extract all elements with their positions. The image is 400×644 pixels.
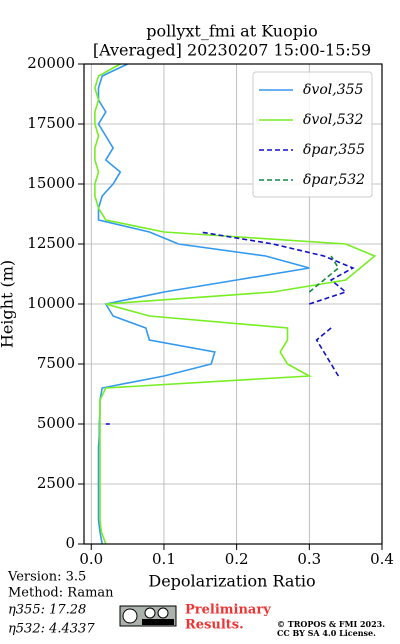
- y-tick-label: 20000: [27, 54, 75, 72]
- y-tick-label: 2500: [37, 474, 75, 492]
- legend-box: [252, 71, 373, 198]
- version: Version: 3.5: [7, 570, 86, 585]
- badge-icon: [122, 608, 138, 624]
- y-tick-label: 17500: [27, 114, 75, 132]
- y-tick-label: 15000: [27, 174, 75, 192]
- cc-badge: [119, 605, 177, 627]
- badge-icon: [144, 607, 156, 619]
- badge-icon: [157, 607, 169, 619]
- x-tick-label: 0.4: [370, 550, 394, 568]
- series-line: [94, 63, 377, 545]
- chart-subtitle: [Averaged] 20230207 15:00-15:59: [93, 41, 371, 60]
- plot-frame: [83, 63, 383, 545]
- legend-label: δpar,355: [303, 142, 365, 158]
- y-tick-label: 10000: [27, 294, 75, 312]
- eta355: η355: 17.28: [8, 603, 86, 618]
- chart-title: pollyxt_fmi at Kuopio: [146, 22, 317, 41]
- notice: Results.: [185, 618, 244, 633]
- y-tick-label: 5000: [37, 414, 75, 432]
- eta532: η532: 4.4337: [8, 622, 95, 637]
- copyright: © TROPOS & FMI 2023.: [277, 619, 385, 629]
- badge-strip: [142, 619, 174, 625]
- series-line: [308, 255, 340, 293]
- y-tick-label: 7500: [37, 354, 75, 372]
- method: Method: Raman: [8, 586, 114, 601]
- series-line: [315, 327, 340, 377]
- legend-label: δpar,532: [303, 172, 365, 188]
- notice: Preliminary: [185, 603, 271, 618]
- x-tick-label: 0.3: [297, 550, 321, 568]
- legend-label: δvol,532: [303, 112, 364, 128]
- y-tick-label: 0: [65, 534, 75, 552]
- x-tick-label: 0.2: [225, 550, 249, 568]
- license: CC BY SA 4.0 License.: [277, 628, 376, 638]
- x-axis-label: Depolarization Ratio: [148, 572, 315, 591]
- series-line: [200, 231, 355, 305]
- x-tick-label: 0.0: [79, 550, 103, 568]
- legend-label: δvol,355: [303, 82, 364, 98]
- y-tick-label: 12500: [27, 234, 75, 252]
- x-tick-label: 0.1: [152, 550, 176, 568]
- plot-area: 0.0 0.1 0.2 0.3 0.4 0 2500 5000 7500 10000 12500 15…: [27, 54, 394, 568]
- y-axis-label: Height (m): [0, 260, 17, 348]
